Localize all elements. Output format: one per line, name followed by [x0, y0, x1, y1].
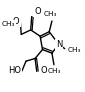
Text: O: O [13, 17, 20, 25]
Text: O: O [40, 66, 47, 75]
Text: CH₃: CH₃ [48, 68, 61, 74]
Text: CH₃: CH₃ [67, 47, 81, 53]
Text: CH₃: CH₃ [1, 21, 15, 27]
Text: O: O [34, 7, 41, 16]
Text: HO: HO [8, 67, 21, 75]
Text: CH₃: CH₃ [44, 11, 57, 17]
Text: N: N [56, 40, 62, 49]
